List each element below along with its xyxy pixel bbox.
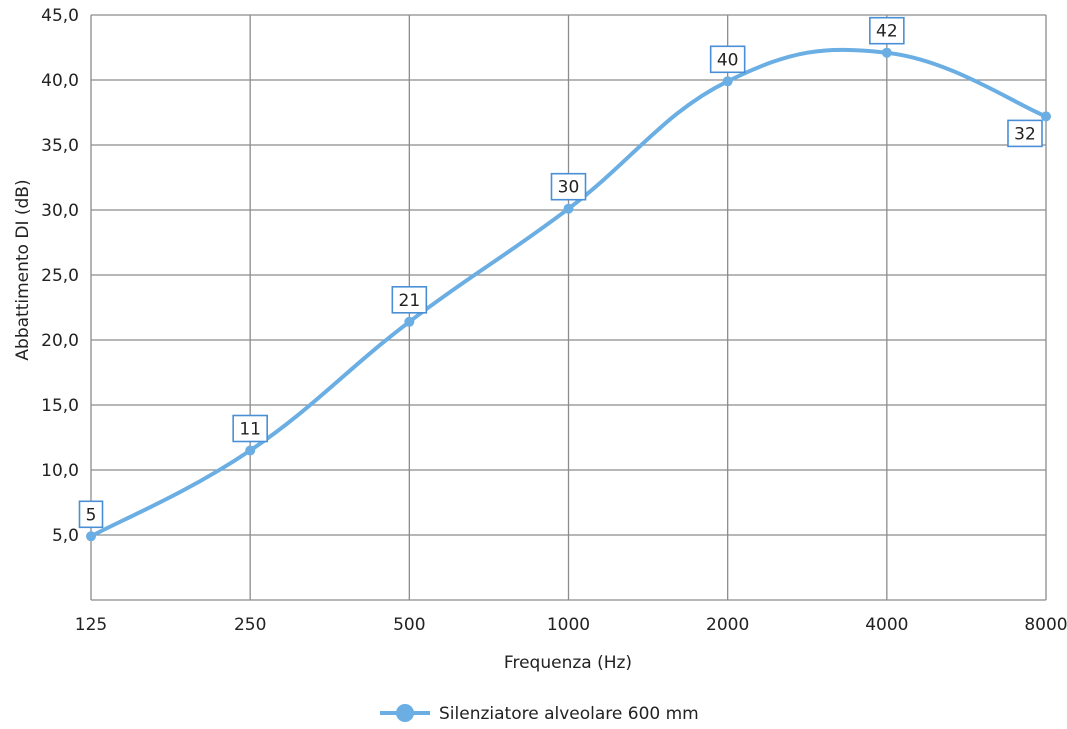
legend-marker [396,704,414,722]
y-tick-label: 15,0 [41,396,79,416]
y-tick-label: 35,0 [41,136,79,156]
x-tick-label: 125 [75,615,107,635]
x-tick-label: 8000 [1024,615,1067,635]
x-axis-title: Frequenza (Hz) [504,653,632,673]
x-tick-label: 250 [234,615,266,635]
data-point [86,531,96,541]
data-label-text: 5 [86,505,97,525]
data-label-text: 30 [558,178,580,198]
y-tick-label: 30,0 [41,201,79,221]
y-tick-label: 5,0 [52,526,79,546]
data-label: 5 [80,501,103,527]
data-label: 30 [552,174,586,200]
data-label: 32 [1008,120,1042,146]
y-tick-label: 40,0 [41,71,79,91]
data-label: 40 [711,46,745,72]
y-tick-label: 10,0 [41,461,79,481]
grid [91,15,1046,600]
data-labels: 5 11 21 30 40 42 32 [80,18,1043,528]
x-axis-ticks: 125 250 500 1000 2000 4000 8000 [75,615,1067,635]
data-label-text: 21 [399,291,421,311]
data-label: 21 [392,287,426,313]
data-point [564,204,574,214]
data-point [404,317,414,327]
data-label-text: 32 [1014,124,1036,144]
x-tick-label: 2000 [706,615,749,635]
data-label-text: 40 [717,50,739,70]
x-tick-label: 500 [393,615,425,635]
data-label: 42 [870,18,904,44]
data-point [245,446,255,456]
y-tick-label: 25,0 [41,266,79,286]
data-label: 11 [233,416,267,442]
data-label-text: 42 [876,22,898,42]
data-point [882,48,892,58]
y-tick-label: 20,0 [41,331,79,351]
y-tick-label: 45,0 [41,6,79,26]
legend-label: Silenziatore alveolare 600 mm [439,704,699,724]
data-label-text: 11 [239,420,261,440]
x-tick-label: 1000 [547,615,590,635]
legend: Silenziatore alveolare 600 mm [380,704,699,724]
y-axis-title: Abbattimento DI (dB) [13,179,33,360]
data-point [723,76,733,86]
x-tick-label: 4000 [865,615,908,635]
y-axis-ticks: 5,0 10,0 15,0 20,0 25,0 30,0 35,0 40,0 45,0 [41,6,79,546]
